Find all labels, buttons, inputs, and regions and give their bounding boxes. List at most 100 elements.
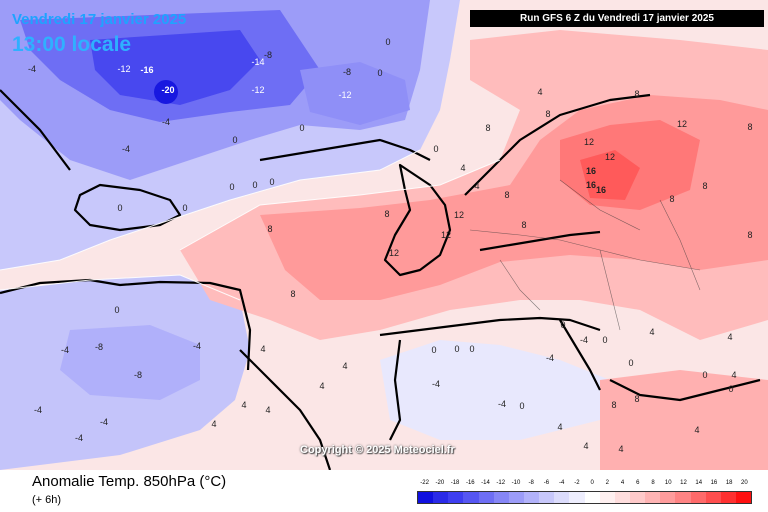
legend-color-swatch xyxy=(660,492,676,503)
legend-tick-labels: -22 -20 -18 -16 -14 -12 -10 -8 -6 -4 -2 0 2 4 6 8 10 12 14… xyxy=(417,480,752,490)
legend-color-swatch xyxy=(629,492,646,503)
legend-color-swatch xyxy=(508,492,524,503)
legend-tick-label: 12 xyxy=(680,480,687,486)
anomaly-value-label: -4 xyxy=(580,335,588,345)
anomaly-value-label: 4 xyxy=(474,181,479,191)
anomaly-value-label: 4 xyxy=(342,361,347,371)
anomaly-value-label: 4 xyxy=(319,381,324,391)
model-run-banner: Run GFS 6 Z du Vendredi 17 janvier 2025 xyxy=(470,10,764,27)
legend-color-swatch xyxy=(569,492,585,503)
copyright-text: Copyright © 2025 Meteociel.fr xyxy=(300,444,455,456)
anomaly-value-label: 0 xyxy=(628,358,633,368)
legend-color-swatch xyxy=(705,492,721,503)
anomaly-value-label: -4 xyxy=(100,417,108,427)
anomaly-value-label: 0 xyxy=(182,203,187,213)
legend-tick-label: -2 xyxy=(574,480,580,486)
anomaly-value-label: 16 xyxy=(586,166,596,176)
legend-color-swatch xyxy=(690,492,706,503)
legend-tick-label: -20 xyxy=(435,480,445,486)
legend-tick-label: 10 xyxy=(664,480,672,486)
anomaly-value-label: 8 xyxy=(669,194,674,204)
anomaly-value-label: 4 xyxy=(694,425,699,435)
anomaly-value-label: 0 xyxy=(385,37,390,47)
cold-anomaly-east xyxy=(300,62,410,125)
anomaly-value-label: 12 xyxy=(584,137,594,147)
anomaly-value-label: -4 xyxy=(498,399,506,409)
anomaly-value-label: 4 xyxy=(618,444,623,454)
legend-color-swatch xyxy=(675,492,691,503)
legend-tick-label: -4 xyxy=(558,480,565,486)
anomaly-value-label: 4 xyxy=(211,419,216,429)
legend-tick-label: -16 xyxy=(465,480,475,486)
anomaly-value-label: 0 xyxy=(299,123,304,133)
map-title: Anomalie Temp. 850hPa (°C) xyxy=(32,473,227,490)
legend-color-swatch xyxy=(599,492,615,503)
coastlines xyxy=(0,89,761,470)
anomaly-value-label: 12 xyxy=(454,210,464,220)
anomaly-value-label: 8 xyxy=(747,230,752,240)
legend-tick-label: 6 xyxy=(636,480,640,486)
anomaly-value-label: 4 xyxy=(537,87,542,97)
color-legend: -22 -20 -18 -16 -14 -12 -10 -8 -6 -4 -2 0 2 4 6 8 10 12 14… xyxy=(417,480,752,508)
legend-tick-label: 8 xyxy=(651,480,655,486)
legend-color-swatch xyxy=(418,492,434,503)
anomaly-value-label: 0 xyxy=(469,344,474,354)
legend-tick-label: -14 xyxy=(481,480,490,486)
legend-color-swatch xyxy=(493,492,509,503)
anomaly-value-label: 12 xyxy=(441,230,451,240)
legend-tick-label: -8 xyxy=(528,480,534,486)
anomaly-value-label: 4 xyxy=(460,163,465,173)
anomaly-value-label: 8 xyxy=(267,224,272,234)
anomaly-value-label: 0 xyxy=(252,180,257,190)
forecast-time: 13:00 locale xyxy=(12,33,132,56)
legend-color-swatch xyxy=(448,492,464,503)
legend-tick-label: 16 xyxy=(710,480,718,486)
anomaly-value-label: -8 xyxy=(264,50,272,60)
anomaly-value-label: -4 xyxy=(193,341,201,351)
legend-color-swatch xyxy=(463,492,479,503)
anomaly-value-label: -4 xyxy=(432,379,440,389)
anomaly-value-label: 8 xyxy=(747,122,752,132)
legend-color-swatch xyxy=(478,492,494,503)
anomaly-value-label: 4 xyxy=(649,327,654,337)
anomaly-value-label: 16 xyxy=(596,185,606,195)
anomaly-value-label: 4 xyxy=(241,400,246,410)
anomaly-value-label: 0 xyxy=(602,335,607,345)
legend-tick-label: -18 xyxy=(450,480,460,486)
anomaly-value-label: 0 xyxy=(269,177,274,187)
legend-tick-label: 14 xyxy=(695,480,703,486)
anomaly-value-label: 8 xyxy=(384,209,389,219)
legend-tick-label: 2 xyxy=(605,480,609,486)
anomaly-value-label: 0 xyxy=(232,135,237,145)
legend-tick-label: 20 xyxy=(741,480,748,486)
legend-color-swatch xyxy=(539,492,555,503)
anomaly-value-label: 0 xyxy=(377,68,382,78)
anomaly-value-label: -4 xyxy=(61,345,69,355)
legend-color-bar xyxy=(417,491,752,504)
anomaly-value-label: 8 xyxy=(634,89,639,99)
southwest-colder-zone xyxy=(60,325,200,400)
anomaly-value-label: 8 xyxy=(485,123,490,133)
anomaly-value-label: 0 xyxy=(117,203,122,213)
forecast-date: Vendredi 17 janvier 2025 xyxy=(12,11,187,28)
anomaly-value-label: -16 xyxy=(140,65,153,75)
anomaly-value-label: 8 xyxy=(521,220,526,230)
legend-color-swatch xyxy=(523,492,540,503)
anomaly-value-label: -4 xyxy=(34,405,42,415)
anomaly-value-label: -4 xyxy=(122,144,130,154)
anomaly-value-label: 0 xyxy=(702,370,707,380)
legend-tick-label: -22 xyxy=(420,480,429,486)
anomaly-value-label: 16 xyxy=(586,180,596,190)
legend-tick-label: -10 xyxy=(511,480,521,486)
anomaly-value-label: 0 xyxy=(431,345,436,355)
legend-tick-label: 0 xyxy=(590,480,594,486)
anomaly-value-label: 0 xyxy=(454,344,459,354)
anomaly-value-label: 8 xyxy=(611,400,616,410)
anomaly-value-label: 4 xyxy=(260,344,265,354)
anomaly-value-label: 4 xyxy=(265,405,270,415)
anomaly-value-label: 4 xyxy=(557,422,562,432)
legend-tick-label: -6 xyxy=(543,480,550,486)
legend-color-swatch xyxy=(614,492,630,503)
anomaly-value-label: -20 xyxy=(161,85,174,95)
